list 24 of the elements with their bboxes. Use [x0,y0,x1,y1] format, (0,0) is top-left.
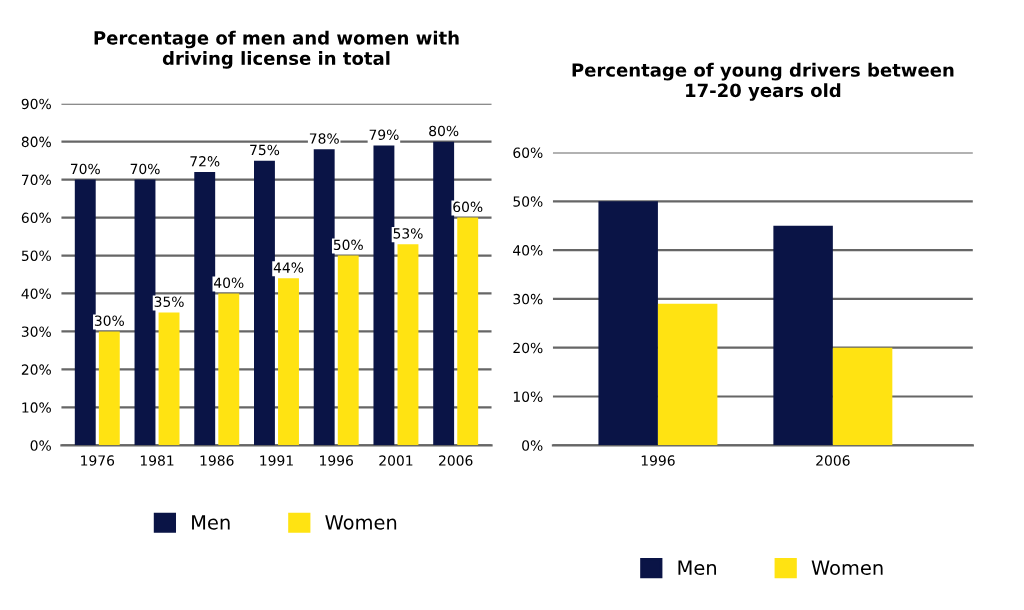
bar [373,145,395,446]
bar [433,141,455,446]
bar [134,179,156,446]
bar [278,278,299,446]
legend-label: Women [325,515,397,530]
bar [194,172,216,446]
bar [74,179,96,446]
bar [598,201,658,446]
bar [158,312,180,446]
bar [657,303,718,446]
legend-label: Women [811,560,883,576]
bar [773,225,833,446]
bar [397,244,419,446]
chart-title: Percentage of men and women with driving license in total [94,30,459,69]
legend-label: Men [192,515,230,530]
chart-title: Percentage of young drivers between 17-20 years old [572,62,954,101]
bar [98,331,120,446]
bar [218,293,240,446]
legend-label: Men [678,560,716,576]
bar [313,149,335,446]
bar [832,347,893,446]
bar [337,255,359,446]
bar [457,217,479,446]
bar [254,160,275,446]
